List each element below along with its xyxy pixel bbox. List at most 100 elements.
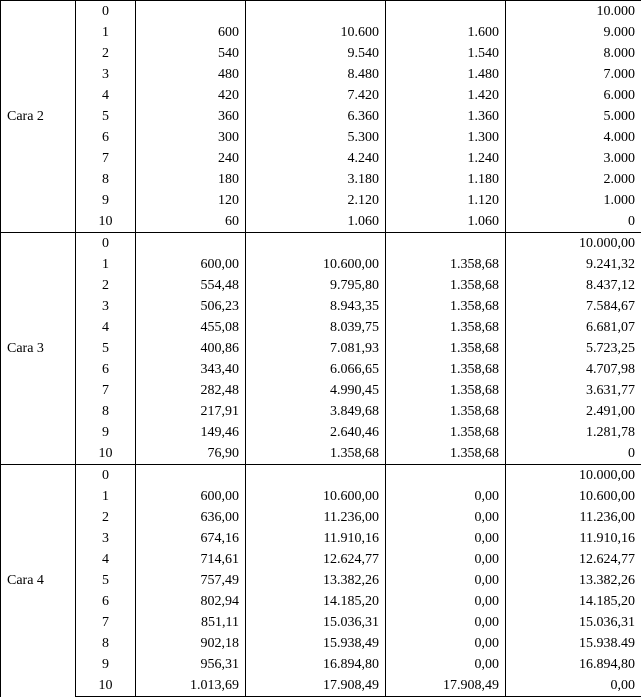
period-number: 3: [76, 64, 136, 85]
value-a: [136, 465, 246, 487]
value-a: 714,61: [136, 549, 246, 570]
value-a: 600,00: [136, 486, 246, 507]
value-b: 3.180: [246, 169, 386, 190]
value-d: 3.000: [506, 148, 641, 169]
group-label: Cara 4: [1, 465, 76, 697]
value-c: 1.600: [386, 22, 506, 43]
value-c: 0,00: [386, 570, 506, 591]
value-d: 9.241,32: [506, 254, 641, 275]
period-number: 10: [76, 211, 136, 233]
group-label: Cara 3: [1, 233, 76, 465]
period-number: 6: [76, 127, 136, 148]
value-d: 11.236,00: [506, 507, 641, 528]
value-a: 600: [136, 22, 246, 43]
value-a: 120: [136, 190, 246, 211]
value-c: 1.358,68: [386, 380, 506, 401]
value-c: 1.358,68: [386, 254, 506, 275]
period-number: 5: [76, 338, 136, 359]
value-c: 1.358,68: [386, 359, 506, 380]
value-b: 11.910,16: [246, 528, 386, 549]
value-b: 2.120: [246, 190, 386, 211]
value-a: [136, 1, 246, 23]
period-number: 9: [76, 190, 136, 211]
value-d: 12.624,77: [506, 549, 641, 570]
value-a: 76,90: [136, 443, 246, 465]
value-a: 180: [136, 169, 246, 190]
period-number: 1: [76, 254, 136, 275]
value-d: 2.491,00: [506, 401, 641, 422]
value-b: 9.540: [246, 43, 386, 64]
value-d: 7.584,67: [506, 296, 641, 317]
value-a: 360: [136, 106, 246, 127]
period-number: 4: [76, 317, 136, 338]
period-number: 9: [76, 654, 136, 675]
value-b: 10.600,00: [246, 254, 386, 275]
period-number: 5: [76, 570, 136, 591]
value-a: 802,94: [136, 591, 246, 612]
value-c: [386, 233, 506, 255]
value-c: 0,00: [386, 591, 506, 612]
value-c: [386, 465, 506, 487]
value-b: 7.081,93: [246, 338, 386, 359]
value-b: 10.600: [246, 22, 386, 43]
value-a: 540: [136, 43, 246, 64]
value-d: 10.000,00: [506, 465, 641, 487]
value-b: 8.039,75: [246, 317, 386, 338]
value-d: 5.723,25: [506, 338, 641, 359]
period-number: 0: [76, 233, 136, 255]
value-a: 1.013,69: [136, 675, 246, 697]
value-b: [246, 465, 386, 487]
value-c: 0,00: [386, 654, 506, 675]
value-a: 600,00: [136, 254, 246, 275]
value-d: 2.000: [506, 169, 641, 190]
value-a: 902,18: [136, 633, 246, 654]
value-b: 8.480: [246, 64, 386, 85]
value-a: 282,48: [136, 380, 246, 401]
value-a: 343,40: [136, 359, 246, 380]
value-a: 956,31: [136, 654, 246, 675]
value-b: 15.938,49: [246, 633, 386, 654]
period-number: 2: [76, 507, 136, 528]
period-number: 8: [76, 169, 136, 190]
period-number: 4: [76, 85, 136, 106]
value-b: 16.894,80: [246, 654, 386, 675]
value-a: 506,23: [136, 296, 246, 317]
period-number: 7: [76, 148, 136, 169]
value-b: 2.640,46: [246, 422, 386, 443]
group-label: Cara 2: [1, 1, 76, 233]
value-c: 0,00: [386, 612, 506, 633]
period-number: 1: [76, 22, 136, 43]
value-b: 6.066,65: [246, 359, 386, 380]
value-d: 3.631,77: [506, 380, 641, 401]
value-b: 8.943,35: [246, 296, 386, 317]
value-d: 11.910,16: [506, 528, 641, 549]
value-b: 13.382,26: [246, 570, 386, 591]
period-number: 8: [76, 401, 136, 422]
value-b: 12.624,77: [246, 549, 386, 570]
value-a: [136, 233, 246, 255]
value-c: [386, 1, 506, 23]
value-a: 554,48: [136, 275, 246, 296]
value-c: 1.420: [386, 85, 506, 106]
value-c: 1.358,68: [386, 317, 506, 338]
value-a: 851,11: [136, 612, 246, 633]
value-d: 13.382,26: [506, 570, 641, 591]
period-number: 6: [76, 359, 136, 380]
value-d: 15.938.49: [506, 633, 641, 654]
value-d: 5.000: [506, 106, 641, 127]
value-b: 17.908,49: [246, 675, 386, 697]
value-a: 455,08: [136, 317, 246, 338]
value-a: 300: [136, 127, 246, 148]
value-b: 10.600,00: [246, 486, 386, 507]
amortization-table: Cara 2010.000160010.6001.6009.00025409.5…: [0, 0, 641, 697]
value-b: 3.849,68: [246, 401, 386, 422]
value-c: 1.060: [386, 211, 506, 233]
period-number: 0: [76, 465, 136, 487]
value-c: 1.360: [386, 106, 506, 127]
value-c: 0,00: [386, 486, 506, 507]
value-a: 149,46: [136, 422, 246, 443]
value-d: 1.000: [506, 190, 641, 211]
period-number: 0: [76, 1, 136, 23]
value-b: 11.236,00: [246, 507, 386, 528]
value-d: 6.681,07: [506, 317, 641, 338]
